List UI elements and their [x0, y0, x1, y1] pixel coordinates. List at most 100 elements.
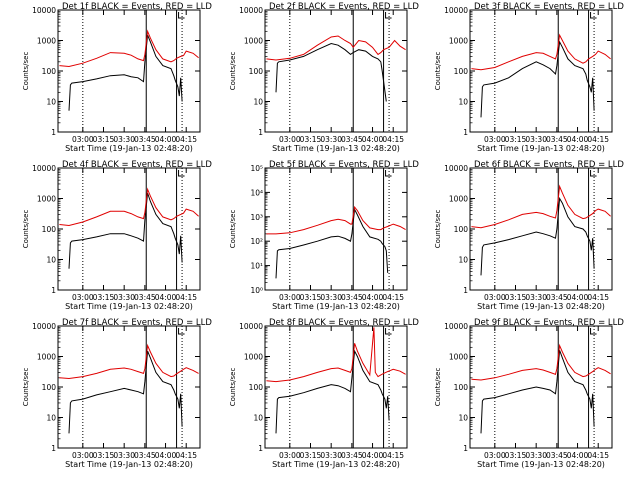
y-axis-label: Counts/sec [229, 52, 237, 91]
x-tick-label: 04:15 [175, 293, 197, 302]
attenuator-step-mark [590, 170, 597, 177]
panel-title: Det 9f BLACK = Events, RED = LLD [474, 318, 624, 328]
x-axis-label: Start Time (19-Jan-13 02:48:20) [65, 144, 193, 153]
y-tick-label: 10 [253, 98, 263, 107]
x-axis-label: Start Time (19-Jan-13 02:48:20) [477, 302, 605, 311]
x-tick-label: 03:45 [134, 135, 156, 144]
x-tick-label: 03:30 [525, 135, 547, 144]
x-tick-label: 03:00 [484, 135, 506, 144]
x-tick-label: 03:45 [341, 293, 363, 302]
y-tick-label: 1 [258, 444, 263, 453]
series-line-lld [59, 29, 199, 68]
y-tick-label: 1 [463, 286, 468, 295]
y-tick-label: 1 [51, 286, 56, 295]
y-axis-label: Counts/sec [229, 210, 237, 249]
y-axis-label: Counts/sec [434, 368, 442, 407]
x-tick-label: 03:00 [279, 451, 301, 460]
x-tick-label: 03:30 [113, 135, 135, 144]
panel-title: Det 8f BLACK = Events, RED = LLD [269, 318, 419, 328]
x-tick-label: 03:15 [300, 293, 322, 302]
series-line-lld [266, 205, 406, 235]
x-tick-label: 03:45 [341, 451, 363, 460]
y-tick-label: 1 [463, 128, 468, 137]
panel-det-2: Det 2f BLACK = Events, RED = LLD 1 10 100 10… [229, 2, 419, 153]
y-axis-label: Counts/sec [22, 210, 30, 249]
x-tick-label: 03:30 [113, 451, 135, 460]
panel-title: Det 1f BLACK = Events, RED = LLD [62, 2, 212, 12]
x-tick-label: 03:45 [546, 293, 568, 302]
panel-title: Det 2f BLACK = Events, RED = LLD [269, 2, 419, 12]
x-tick-label: 03:30 [525, 293, 547, 302]
x-tick-label: 03:15 [93, 451, 115, 460]
attenuator-step-mark [590, 12, 597, 19]
attenuator-step-mark [178, 170, 185, 177]
plot-frame [469, 325, 613, 449]
y-tick-label: 1 [51, 444, 56, 453]
x-tick-label: 04:15 [175, 135, 197, 144]
y-tick-label: 100 [42, 225, 57, 234]
x-tick-label: 03:30 [320, 451, 342, 460]
series-line-lld [471, 184, 611, 229]
y-tick-label: 1000 [37, 195, 56, 204]
y-tick-label: 10 [46, 98, 56, 107]
y-tick-label: 10 [253, 414, 263, 423]
x-tick-label: 03:15 [505, 293, 527, 302]
panel-det-4: Det 4f BLACK = Events, RED = LLD 1 10 100 10… [22, 160, 212, 311]
x-tick-label: 03:30 [320, 293, 342, 302]
x-tick-label: 03:15 [93, 135, 115, 144]
x-tick-label: 04:15 [382, 293, 404, 302]
x-tick-label: 03:30 [113, 293, 135, 302]
x-tick-label: 03:15 [300, 451, 322, 460]
panel-det-6: Det 6f BLACK = Events, RED = LLD 1 10 100 10… [434, 160, 624, 311]
series-line-lld [59, 187, 199, 227]
y-tick-label: 10¹ [250, 262, 263, 271]
series-line-events [275, 42, 387, 102]
y-tick-label: 10 [46, 414, 56, 423]
y-tick-label: 10 [458, 256, 468, 265]
x-tick-label: 03:00 [279, 135, 301, 144]
x-tick-label: 03:45 [546, 135, 568, 144]
x-tick-label: 04:00 [362, 135, 384, 144]
y-tick-label: 10000 [32, 322, 56, 331]
series-line-events [480, 40, 595, 118]
y-tick-label: 1000 [37, 37, 56, 46]
panel-det-3: Det 3f BLACK = Events, RED = LLD 1 10 100 10… [434, 2, 624, 153]
attenuator-step-mark [178, 328, 185, 335]
x-tick-label: 04:15 [382, 135, 404, 144]
x-tick-label: 03:00 [72, 451, 94, 460]
x-tick-label: 04:15 [175, 451, 197, 460]
x-tick-label: 04:15 [587, 135, 609, 144]
y-tick-label: 100 [42, 383, 57, 392]
y-tick-label: 100 [454, 225, 469, 234]
series-line-lld [266, 35, 406, 61]
plot-frame [469, 9, 613, 133]
panel-title: Det 3f BLACK = Events, RED = LLD [474, 2, 624, 12]
y-axis-label: Counts/sec [434, 210, 442, 249]
y-tick-label: 10000 [444, 322, 468, 331]
y-tick-label: 1 [463, 444, 468, 453]
y-tick-label: 1000 [244, 353, 263, 362]
x-tick-label: 03:30 [320, 135, 342, 144]
x-tick-label: 04:15 [587, 451, 609, 460]
attenuator-step-mark [385, 170, 392, 177]
y-tick-label: 10000 [32, 6, 56, 15]
x-tick-label: 03:00 [72, 135, 94, 144]
series-line-events [480, 196, 595, 276]
y-axis-label: Counts/sec [22, 52, 30, 91]
y-tick-label: 1 [258, 128, 263, 137]
y-tick-label: 10000 [239, 6, 263, 15]
y-axis-label: Counts/sec [22, 368, 30, 407]
y-tick-label: 10000 [444, 164, 468, 173]
x-tick-label: 03:00 [279, 293, 301, 302]
x-tick-label: 03:00 [484, 451, 506, 460]
x-tick-label: 03:15 [505, 451, 527, 460]
panel-title: Det 5f BLACK = Events, RED = LLD [269, 160, 419, 170]
x-axis-label: Start Time (19-Jan-13 02:48:20) [65, 302, 193, 311]
x-tick-label: 03:00 [72, 293, 94, 302]
x-tick-label: 03:15 [505, 135, 527, 144]
y-tick-label: 1000 [449, 37, 468, 46]
x-tick-label: 04:00 [567, 451, 589, 460]
x-tick-label: 04:00 [155, 451, 177, 460]
y-tick-label: 10 [458, 98, 468, 107]
